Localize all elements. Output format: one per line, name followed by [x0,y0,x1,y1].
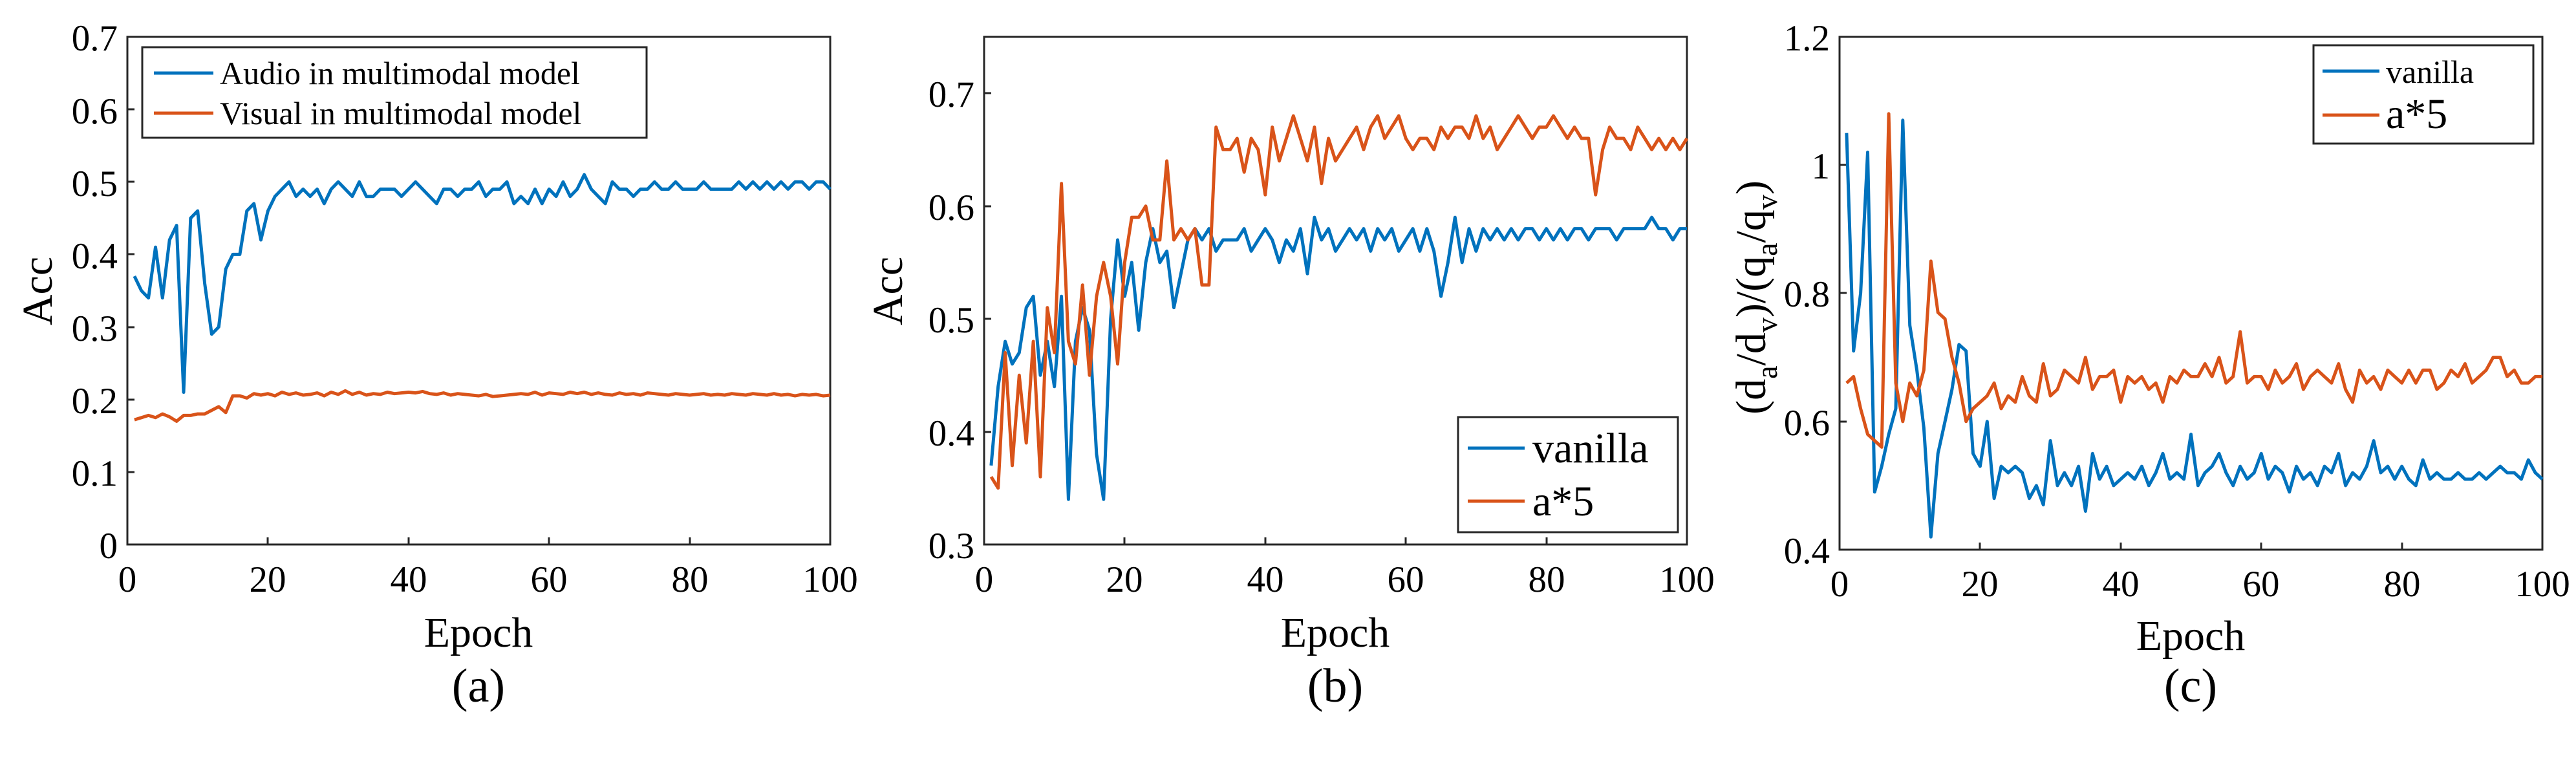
series-line-a-blue [133,173,832,394]
legend-c: vanilla a*5 [2312,44,2535,145]
series-layer-c [1845,112,2544,539]
series-line-c-blue [1845,118,2544,539]
y-tick-label: 0.4 [72,236,118,277]
legend-label: vanilla [1532,425,1649,472]
x-tick-label: 60 [1388,559,1424,600]
tick-marks-c [1840,164,2403,550]
legend-label: a*5 [2386,91,2447,138]
x-tick-label: 0 [975,559,994,600]
y-tick-label: 0.6 [928,188,974,228]
y-tick-label: 0.7 [928,74,974,115]
legend-box [2312,44,2535,145]
caption-a: (a) [452,660,505,713]
legend-label: a*5 [1532,478,1594,525]
y-tick-label: 1.2 [1784,18,1830,59]
tick-marks-b [984,92,1548,544]
y-tick-label: 0 [100,526,118,566]
panel-c: 0.4 0.6 0.8 1 1.2 0 20 40 60 80 100 Epoc… [1728,18,2570,713]
caption-b: (b) [1307,660,1363,713]
y-tick-label: 0.8 [1784,274,1830,315]
x-tick-label: 100 [802,559,858,600]
y-tick-label: 0.2 [72,381,118,422]
x-axis-label-c: Epoch [2136,612,2246,660]
x-tick-label: 0 [1830,564,1849,605]
x-tick-label: 20 [1962,564,1999,605]
series-layer-b [989,114,1689,501]
y-tick-label: 0.5 [928,300,974,341]
x-tick-label: 0 [118,559,137,600]
y-ticks-a: 0 0.1 0.2 0.3 0.4 0.5 0.6 0.7 [72,18,118,566]
x-tick-label: 100 [1659,559,1715,600]
series-line-b-orange [989,114,1689,490]
series-line-a-orange [134,389,831,423]
y-tick-label: 0.1 [72,453,118,494]
y-axis-label-b: Acc [864,257,912,325]
x-axis-label-a: Epoch [424,609,533,656]
series-line-c-orange [1845,112,2542,449]
y-axis-label-c: (da/dv)/(qa/qv) [1728,180,1783,415]
x-tick-label: 80 [672,559,709,600]
x-ticks-c: 0 20 40 60 80 100 [1830,564,2570,605]
y-tick-label: 1 [1812,146,1830,187]
x-tick-label: 40 [2103,564,2140,605]
panel-b: 0.3 0.4 0.5 0.6 0.7 0 20 40 60 80 100 Ep… [864,36,1715,713]
x-tick-label: 20 [250,559,286,600]
y-tick-label: 0.7 [72,18,118,59]
legend-label: Audio in multimodal model [220,55,580,91]
tick-marks-a [127,108,691,546]
x-tick-label: 40 [1247,559,1284,600]
y-ticks-b: 0.3 0.4 0.5 0.6 0.7 [928,74,974,566]
y-tick-label: 0.3 [928,526,974,566]
x-tick-label: 80 [2384,564,2421,605]
x-tick-label: 40 [391,559,427,600]
x-tick-label: 20 [1106,559,1143,600]
legend-box [1457,416,1679,534]
legend-label: vanilla [2386,54,2474,90]
y-tick-label: 0.6 [72,91,118,132]
caption-c: (c) [2164,660,2217,713]
y-tick-label: 0.5 [72,164,118,204]
legend-box [141,46,648,139]
y-ticks-c: 0.4 0.6 0.8 1 1.2 [1784,18,1830,572]
legend-b: vanilla a*5 [1457,416,1679,534]
x-tick-label: 80 [1529,559,1565,600]
x-ticks-b: 0 20 40 60 80 100 [975,559,1715,600]
x-axis-label-b: Epoch [1281,609,1390,656]
series-line-b-blue [989,215,1687,501]
y-axis-label-a: Acc [14,257,61,325]
y-tick-label: 0.3 [72,308,118,349]
panel-a: 0 0.1 0.2 0.3 0.4 0.5 0.6 0.7 0 20 40 60… [14,18,858,713]
series-layer-a [133,173,832,423]
x-ticks-a: 0 20 40 60 80 100 [118,559,858,600]
y-tick-label: 0.6 [1784,403,1830,444]
y-tick-label: 0.4 [928,413,974,454]
y-tick-label: 0.4 [1784,531,1830,572]
legend-a: Audio in multimodal model Visual in mult… [141,46,648,139]
x-tick-label: 100 [2515,564,2570,605]
legend-label: Visual in multimodal model [220,95,581,131]
x-tick-label: 60 [531,559,568,600]
x-tick-label: 60 [2243,564,2280,605]
